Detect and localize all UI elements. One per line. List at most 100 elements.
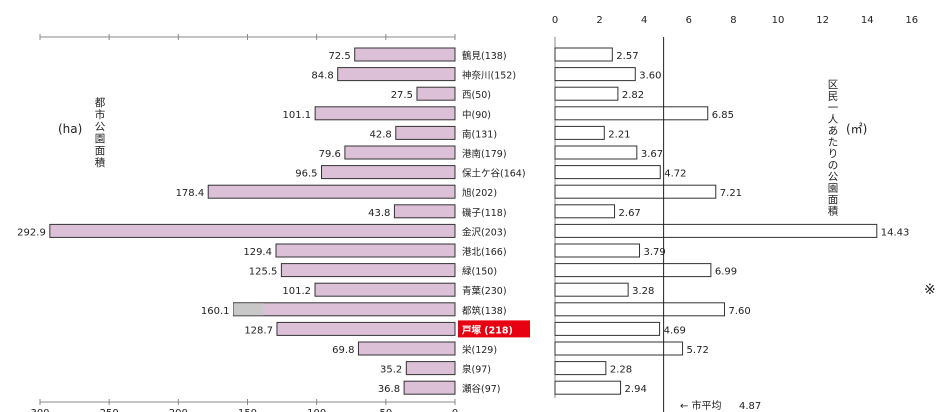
left-value-label: 96.5 bbox=[295, 169, 317, 180]
right-bar bbox=[554, 204, 616, 219]
right-bar bbox=[554, 341, 684, 356]
left-bar bbox=[233, 302, 456, 317]
left-axis-tick-label: 250 bbox=[100, 408, 119, 412]
left-value-label: 101.2 bbox=[282, 286, 311, 297]
right-bar bbox=[554, 243, 641, 258]
right-axis-tick-label: 16 bbox=[905, 15, 918, 26]
left-value-label: 69.8 bbox=[332, 345, 354, 356]
right-axis-tick-label: 8 bbox=[730, 15, 736, 26]
category-label: 旭(202) bbox=[462, 187, 497, 199]
category-label: 都筑(138) bbox=[462, 305, 507, 317]
right-axis-tick-label: 14 bbox=[861, 15, 874, 26]
right-bar bbox=[554, 361, 607, 376]
right-value-label: 4.72 bbox=[664, 169, 686, 180]
left-bar bbox=[314, 106, 456, 121]
left-value-label: 160.1 bbox=[201, 306, 230, 317]
right-bar bbox=[554, 263, 712, 278]
highlight-box bbox=[458, 320, 530, 338]
category-label: 栄(129) bbox=[462, 344, 497, 356]
left-bar-overlay bbox=[233, 303, 264, 316]
left-bar bbox=[280, 263, 456, 278]
left-bar bbox=[357, 341, 456, 356]
category-label-highlight: 戸塚 (218) bbox=[462, 324, 513, 336]
right-value-label: 2.94 bbox=[625, 384, 647, 395]
left-value-label: 128.7 bbox=[244, 325, 273, 336]
left-bar bbox=[207, 184, 456, 199]
right-bar bbox=[554, 380, 622, 395]
left-axis-tick-label: 200 bbox=[169, 408, 188, 412]
left-axis-label: 都市公園面積 bbox=[95, 97, 106, 169]
right-value-label: 2.28 bbox=[610, 365, 632, 376]
right-value-label: 4.69 bbox=[664, 325, 686, 336]
note-mark: ※ bbox=[924, 282, 936, 298]
left-axis-tick-label: 150 bbox=[238, 408, 257, 412]
right-value-label: 2.21 bbox=[608, 129, 630, 140]
category-label: 緑(150) bbox=[462, 266, 497, 278]
right-value-label: 3.60 bbox=[639, 71, 661, 82]
left-bar bbox=[405, 361, 456, 376]
left-series-bars bbox=[49, 47, 456, 395]
left-bar bbox=[276, 321, 456, 336]
right-series-value-labels: 2.573.60 2.82 6.85 2.21 3.674.72 7.21 2.67 14.4… bbox=[608, 51, 909, 395]
category-label: 西(50) bbox=[462, 90, 491, 101]
right-bar bbox=[554, 302, 725, 317]
right-bar bbox=[554, 67, 636, 82]
left-axis-tick-label: 0 bbox=[452, 408, 458, 412]
right-bar bbox=[554, 223, 878, 238]
right-value-label: 2.82 bbox=[622, 90, 644, 101]
left-axis-tick-label: 100 bbox=[307, 408, 326, 412]
right-value-label: 3.67 bbox=[641, 149, 663, 160]
average-label: ← 市平均 bbox=[680, 399, 722, 412]
category-label: 鶴見(138) bbox=[462, 50, 507, 62]
right-value-label: 5.72 bbox=[687, 345, 709, 356]
right-axis-tick-label: 12 bbox=[816, 15, 829, 26]
category-label: 南(131) bbox=[462, 128, 497, 140]
left-value-label: 292.9 bbox=[17, 227, 46, 238]
right-bar bbox=[554, 86, 619, 101]
left-value-label: 125.5 bbox=[249, 267, 278, 278]
right-value-label: 7.60 bbox=[728, 306, 750, 317]
right-series-bars bbox=[554, 47, 878, 395]
left-bar bbox=[344, 145, 456, 160]
right-bar bbox=[554, 47, 613, 62]
category-label: 神奈川(152) bbox=[462, 70, 516, 82]
right-bar bbox=[554, 321, 661, 336]
category-labels: 鶴見(138) 神奈川(152) 西(50) 中(90) 南(131) 港南(179) 保土… bbox=[458, 50, 530, 395]
left-axis-tick-label: 50 bbox=[379, 408, 392, 412]
right-axis-tick-label: 2 bbox=[596, 15, 602, 26]
right-value-label: 6.99 bbox=[715, 267, 737, 278]
right-axis-unit: (㎡) bbox=[846, 122, 867, 136]
average-value: 4.87 bbox=[739, 401, 761, 412]
left-bar bbox=[395, 125, 456, 140]
right-value-label: 3.28 bbox=[632, 286, 654, 297]
category-label: 港北(166) bbox=[462, 246, 507, 258]
left-axis-tick-label: 300 bbox=[30, 408, 49, 412]
left-axis-ticks: 300 250 200 150 100 50 0 bbox=[30, 34, 458, 412]
right-bar bbox=[554, 165, 661, 180]
left-bar bbox=[416, 86, 456, 101]
right-axis-label: 区民一人あたりの公園面積 bbox=[828, 79, 839, 218]
left-bar bbox=[337, 67, 456, 82]
left-series-value-labels: 72.5 84.8 27.5 101.1 42.8 79.696.5 178.4 43.8 29… bbox=[17, 51, 413, 395]
right-bar bbox=[554, 184, 717, 199]
left-value-label: 35.2 bbox=[380, 365, 402, 376]
category-label: 瀬谷(97) bbox=[462, 383, 501, 395]
category-label: 保土ケ谷(164) bbox=[462, 168, 526, 180]
left-value-label: 36.8 bbox=[378, 384, 400, 395]
right-axis-tick-label: 4 bbox=[641, 15, 647, 26]
right-axis-ticks: 0 2 4 6 8 10 12 14 16 bbox=[552, 15, 918, 26]
right-bar bbox=[554, 106, 709, 121]
left-value-label: 27.5 bbox=[391, 90, 413, 101]
left-value-label: 129.4 bbox=[243, 247, 272, 258]
left-bar bbox=[314, 282, 456, 297]
category-label: 磯子(118) bbox=[462, 207, 507, 219]
left-bar bbox=[393, 204, 456, 219]
left-axis-unit: (ha) bbox=[58, 122, 82, 136]
left-bar bbox=[49, 223, 456, 238]
left-value-label: 42.8 bbox=[370, 129, 392, 140]
left-value-label: 72.5 bbox=[328, 51, 350, 62]
right-bar bbox=[554, 145, 638, 160]
left-value-label: 43.8 bbox=[368, 208, 390, 219]
left-bar bbox=[354, 47, 456, 62]
